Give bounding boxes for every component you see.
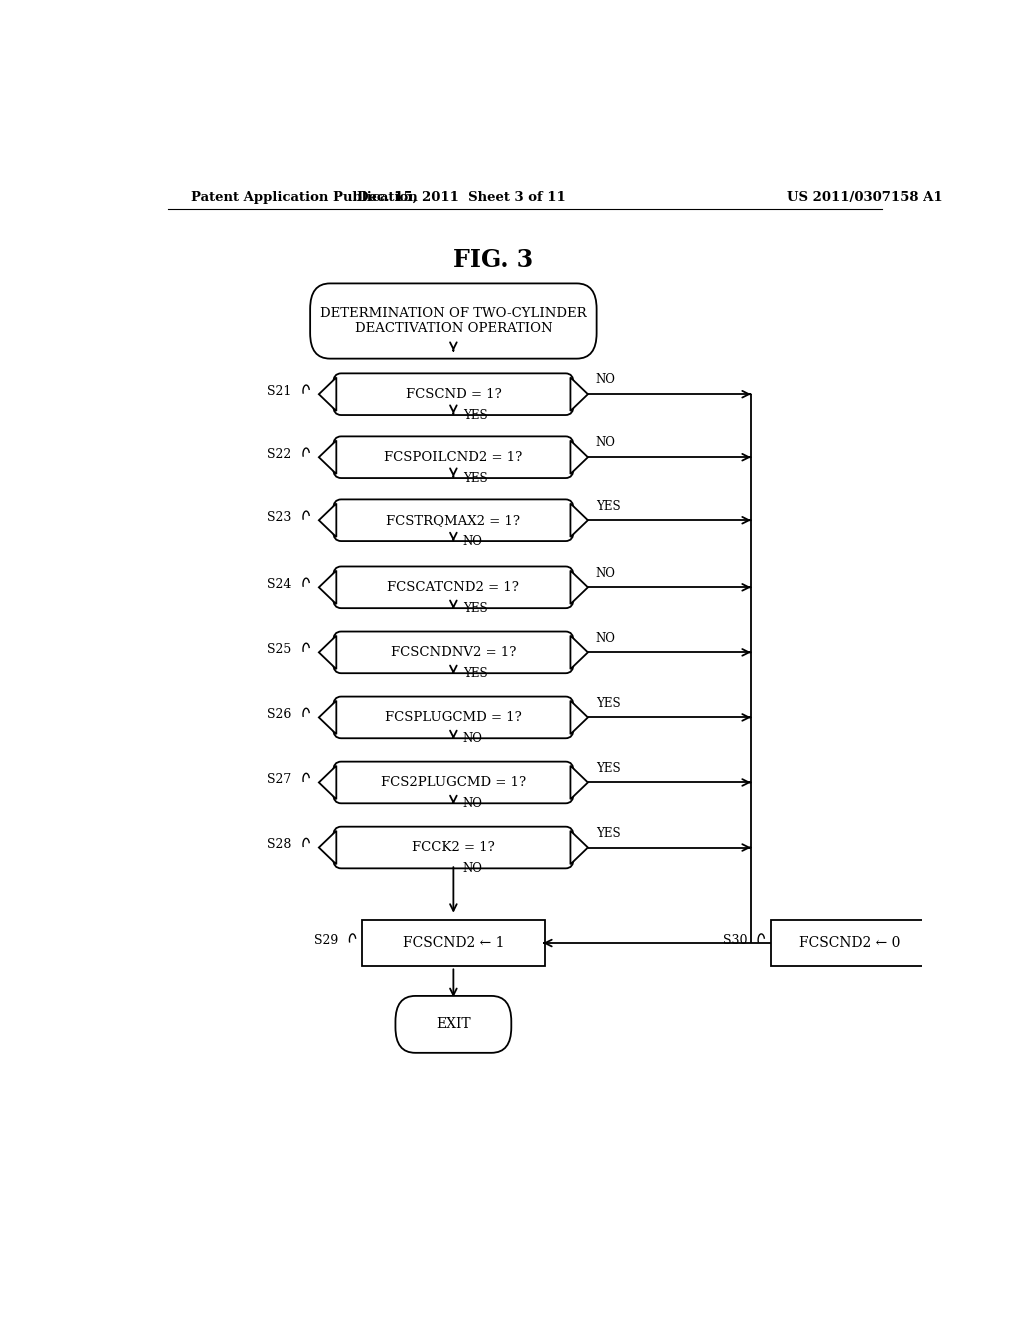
Text: FCSCND = 1?: FCSCND = 1? bbox=[406, 388, 502, 401]
Text: YES: YES bbox=[463, 667, 487, 680]
Text: FCSPOILCND2 = 1?: FCSPOILCND2 = 1? bbox=[384, 450, 522, 463]
Text: FCSCND2 ← 1: FCSCND2 ← 1 bbox=[402, 936, 504, 950]
Polygon shape bbox=[570, 503, 588, 537]
Polygon shape bbox=[318, 503, 336, 537]
Text: NO: NO bbox=[463, 535, 482, 548]
Polygon shape bbox=[318, 830, 336, 865]
Text: Patent Application Publication: Patent Application Publication bbox=[191, 190, 418, 203]
FancyBboxPatch shape bbox=[333, 631, 573, 673]
Polygon shape bbox=[570, 378, 588, 411]
Text: FCSTRQMAX2 = 1?: FCSTRQMAX2 = 1? bbox=[386, 513, 520, 527]
Polygon shape bbox=[570, 570, 588, 605]
Text: FIG. 3: FIG. 3 bbox=[453, 248, 534, 272]
Text: S22: S22 bbox=[267, 447, 291, 461]
Polygon shape bbox=[570, 830, 588, 865]
Text: YES: YES bbox=[463, 602, 487, 615]
Text: NO: NO bbox=[463, 731, 482, 744]
Polygon shape bbox=[570, 441, 588, 474]
Polygon shape bbox=[318, 378, 336, 411]
FancyBboxPatch shape bbox=[333, 566, 573, 609]
Text: YES: YES bbox=[463, 409, 487, 421]
Text: NO: NO bbox=[596, 437, 615, 450]
Text: FCSCND2 ← 0: FCSCND2 ← 0 bbox=[800, 936, 901, 950]
Text: NO: NO bbox=[596, 632, 615, 644]
Text: NO: NO bbox=[596, 374, 615, 387]
Text: NO: NO bbox=[463, 797, 482, 809]
FancyBboxPatch shape bbox=[333, 826, 573, 869]
FancyBboxPatch shape bbox=[333, 437, 573, 478]
FancyBboxPatch shape bbox=[395, 995, 511, 1053]
Polygon shape bbox=[318, 766, 336, 799]
Polygon shape bbox=[570, 636, 588, 669]
Text: FCS2PLUGCMD = 1?: FCS2PLUGCMD = 1? bbox=[381, 776, 526, 789]
Text: S26: S26 bbox=[266, 708, 291, 721]
Text: FCCK2 = 1?: FCCK2 = 1? bbox=[412, 841, 495, 854]
Text: S23: S23 bbox=[266, 511, 291, 524]
FancyBboxPatch shape bbox=[333, 499, 573, 541]
Text: S21: S21 bbox=[266, 384, 291, 397]
Text: Dec. 15, 2011  Sheet 3 of 11: Dec. 15, 2011 Sheet 3 of 11 bbox=[357, 190, 565, 203]
Text: FCSCNDNV2 = 1?: FCSCNDNV2 = 1? bbox=[391, 645, 516, 659]
Text: FCSCATCND2 = 1?: FCSCATCND2 = 1? bbox=[387, 581, 519, 594]
FancyBboxPatch shape bbox=[310, 284, 597, 359]
Polygon shape bbox=[318, 636, 336, 669]
Text: FCSPLUGCMD = 1?: FCSPLUGCMD = 1? bbox=[385, 711, 522, 723]
Polygon shape bbox=[318, 441, 336, 474]
FancyBboxPatch shape bbox=[362, 920, 545, 966]
Text: S27: S27 bbox=[267, 774, 291, 785]
Text: US 2011/0307158 A1: US 2011/0307158 A1 bbox=[786, 190, 942, 203]
Text: EXIT: EXIT bbox=[436, 1018, 471, 1031]
Text: NO: NO bbox=[463, 862, 482, 875]
Text: YES: YES bbox=[596, 697, 621, 710]
Text: YES: YES bbox=[596, 499, 621, 512]
Text: S30: S30 bbox=[723, 933, 748, 946]
Text: S29: S29 bbox=[314, 933, 338, 946]
Text: YES: YES bbox=[463, 471, 487, 484]
Text: DETERMINATION OF TWO-CYLINDER
DEACTIVATION OPERATION: DETERMINATION OF TWO-CYLINDER DEACTIVATI… bbox=[321, 308, 587, 335]
FancyBboxPatch shape bbox=[771, 920, 930, 966]
Text: YES: YES bbox=[596, 826, 621, 840]
Text: YES: YES bbox=[596, 762, 621, 775]
FancyBboxPatch shape bbox=[333, 697, 573, 738]
Polygon shape bbox=[318, 701, 336, 734]
Polygon shape bbox=[570, 766, 588, 799]
Text: NO: NO bbox=[596, 566, 615, 579]
Polygon shape bbox=[570, 701, 588, 734]
Polygon shape bbox=[318, 570, 336, 605]
FancyBboxPatch shape bbox=[333, 762, 573, 804]
FancyBboxPatch shape bbox=[333, 374, 573, 414]
Text: S28: S28 bbox=[266, 838, 291, 851]
Text: S24: S24 bbox=[266, 578, 291, 591]
Text: S25: S25 bbox=[267, 643, 291, 656]
